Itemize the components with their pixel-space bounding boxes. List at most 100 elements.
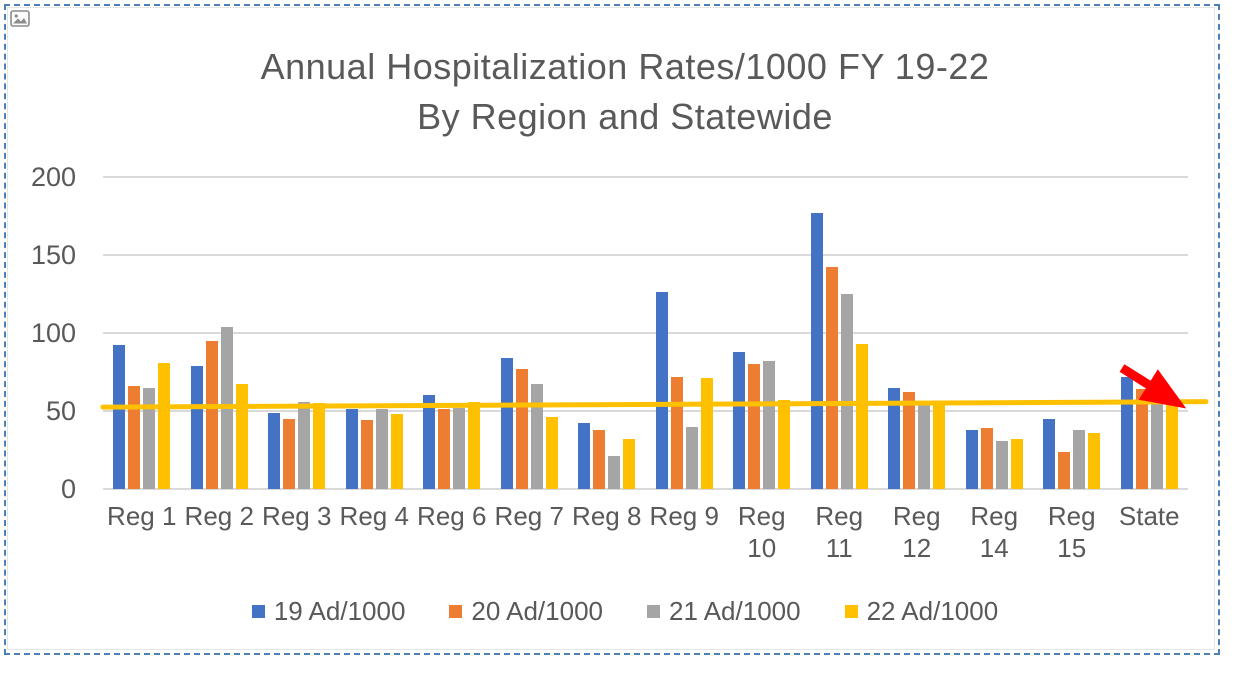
bar-21-reg-8 (608, 456, 621, 489)
bar-21-reg-9 (685, 427, 698, 489)
x-axis-category-label: Reg 4 (339, 501, 409, 531)
legend-item: 21 Ad/1000 (647, 596, 801, 627)
legend-label: 19 Ad/1000 (273, 596, 406, 626)
bar-group-reg-9 (646, 177, 724, 489)
bar-19-reg-1 (113, 345, 126, 489)
x-axis-category-label: State (1118, 501, 1180, 531)
bar-19-reg-6 (423, 395, 436, 489)
legend-swatch (449, 605, 463, 618)
y-axis-tick-label: 200 (30, 162, 76, 192)
legend-swatch (251, 605, 265, 618)
y-axis-tick-label: 0 (60, 474, 76, 504)
bar-22-reg-10 (778, 400, 791, 489)
bar-21-reg-2 (220, 327, 233, 489)
bar-group-reg-8 (568, 177, 646, 489)
bar-22-reg-1 (158, 363, 171, 489)
bar-22-reg-9 (700, 378, 713, 489)
x-axis-category-label: Reg 10 (737, 501, 786, 563)
bar-19-reg-9 (655, 292, 668, 489)
x-axis-category-label: Reg 8 (572, 501, 642, 531)
chart-title-line-2: By Region and Statewide (417, 96, 833, 137)
bar-21-reg-7 (530, 384, 543, 489)
gridline (103, 254, 1188, 256)
bar-22-reg-7 (545, 417, 558, 489)
x-axis-category-label: Reg 3 (262, 501, 332, 531)
bar-20-reg-2 (205, 341, 218, 489)
bar-22-reg-6 (468, 402, 481, 489)
bar-20-reg-4 (360, 420, 373, 489)
bar-22-reg-2 (235, 384, 248, 489)
x-axis-category-label: Reg 12 (892, 501, 941, 563)
x-axis-category-label: Reg 15 (1047, 501, 1096, 563)
bar-21-reg-11 (840, 294, 853, 489)
gridline (103, 488, 1188, 490)
bar-group-reg-1 (103, 177, 181, 489)
bar-19-reg-3 (268, 413, 281, 489)
bar-19-reg-2 (190, 366, 203, 489)
legend-label: 20 Ad/1000 (471, 596, 603, 626)
bar-19-reg-4 (345, 409, 358, 489)
bar-21-state (1150, 402, 1163, 489)
chart-image[interactable]: Annual Hospitalization Rates/1000 FY 19-… (7, 7, 1215, 650)
bar-22-reg-14 (1010, 439, 1023, 489)
bar-group-reg-7 (491, 177, 569, 489)
bar-group-reg-3 (258, 177, 336, 489)
bar-19-reg-8 (578, 423, 591, 489)
bar-group-reg-12 (878, 177, 956, 489)
bar-20-reg-8 (593, 430, 606, 489)
bar-20-reg-1 (128, 386, 141, 489)
chart-legend: 19 Ad/1000 20 Ad/1000 21 Ad/1000 22 Ad/1000 (8, 596, 1234, 627)
bar-group-reg-15 (1033, 177, 1111, 489)
bar-19-reg-12 (888, 388, 901, 489)
bar-22-reg-8 (623, 439, 636, 489)
bar-19-reg-10 (733, 352, 746, 489)
bar-20-reg-9 (670, 377, 683, 489)
bar-21-reg-4 (375, 409, 388, 489)
bar-21-reg-3 (298, 402, 311, 489)
bar-20-reg-14 (980, 428, 993, 489)
picture-icon (10, 10, 30, 27)
legend-item: 19 Ad/1000 (251, 596, 406, 627)
bar-21-reg-12 (918, 405, 931, 489)
gridline (103, 410, 1188, 412)
bar-group-reg-4 (336, 177, 414, 489)
bar-19-reg-14 (965, 430, 978, 489)
bar-group-reg-2 (181, 177, 259, 489)
bar-22-reg-15 (1088, 433, 1101, 489)
gridline (103, 176, 1188, 178)
bar-20-reg-6 (438, 409, 451, 489)
gridline (103, 332, 1188, 334)
legend-label: 21 Ad/1000 (669, 596, 801, 626)
bar-22-reg-4 (390, 414, 403, 489)
bar-21-reg-14 (995, 441, 1008, 489)
bar-20-reg-3 (283, 419, 296, 489)
bar-19-reg-11 (810, 213, 823, 489)
bar-20-reg-15 (1058, 452, 1071, 489)
legend-swatch (844, 605, 858, 618)
bar-group-state (1111, 177, 1189, 489)
chart-title-line-1: Annual Hospitalization Rates/1000 FY 19-… (260, 46, 990, 87)
x-axis-category-label: Reg 7 (494, 501, 564, 531)
bar-21-reg-10 (763, 361, 776, 489)
legend-swatch (647, 605, 660, 618)
bar-21-reg-15 (1073, 430, 1086, 489)
bar-19-state (1120, 377, 1133, 489)
bar-20-reg-10 (748, 364, 761, 489)
bar-22-reg-12 (933, 403, 946, 489)
legend-label: 22 Ad/1000 (866, 596, 999, 626)
x-axis-category-label: Reg 6 (417, 501, 487, 531)
bar-20-reg-7 (515, 369, 528, 489)
x-axis-category-label: Reg 11 (815, 501, 864, 563)
bar-group-reg-10 (723, 177, 801, 489)
bar-21-reg-6 (453, 408, 466, 489)
y-axis-tick-label: 100 (30, 318, 76, 348)
legend-item: 22 Ad/1000 (844, 596, 999, 627)
x-axis-category-label: Reg 9 (649, 501, 719, 531)
x-axis-category-label: Reg 14 (970, 501, 1019, 563)
y-axis-tick-label: 50 (45, 396, 76, 426)
bar-21-reg-1 (143, 388, 156, 489)
y-axis-tick-label: 150 (30, 240, 76, 270)
bar-group-reg-6 (413, 177, 491, 489)
bar-group-reg-11 (801, 177, 879, 489)
x-axis-category-label: Reg 1 (107, 501, 177, 531)
